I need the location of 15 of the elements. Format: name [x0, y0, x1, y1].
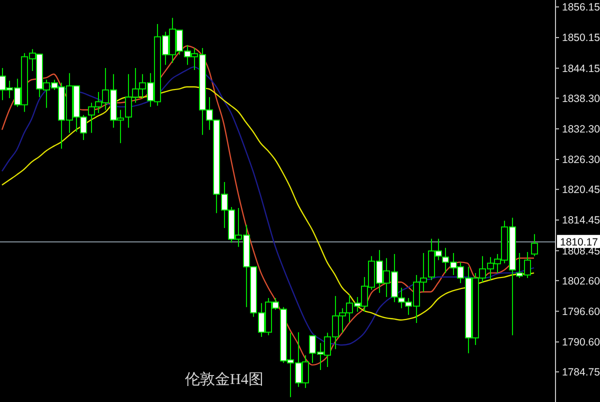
y-tick-label: 1820.45 [562, 184, 600, 196]
y-tick-label: 1832.30 [562, 123, 600, 136]
ref-line-label: 1810.17 [560, 236, 598, 249]
y-tick-label: 1850.15 [562, 32, 600, 44]
text: 伦敦金H4图 [185, 371, 264, 388]
y-tick-label: 1826.30 [562, 154, 600, 166]
y-tick-label: 1844.15 [562, 62, 600, 75]
candlestick [531, 234, 538, 257]
y-tick-label: 1796.60 [562, 306, 600, 318]
y-tick-label: 1790.60 [562, 336, 600, 349]
y-tick-label: 1856.15 [562, 2, 600, 14]
y-tick-label: 1802.60 [562, 275, 600, 288]
y-tick-label: 1784.75 [562, 366, 600, 379]
y-tick-label: 1838.30 [562, 92, 600, 105]
y-tick-label: 1814.45 [562, 214, 600, 227]
